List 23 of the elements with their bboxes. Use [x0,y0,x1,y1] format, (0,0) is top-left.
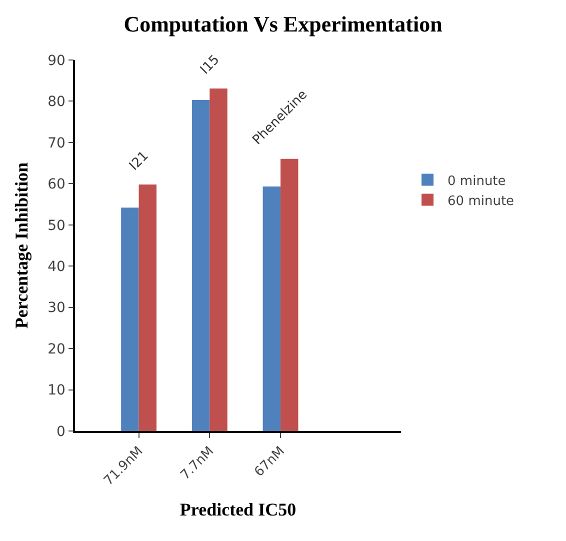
y-tick-label: 60 [48,176,66,193]
chart-title: Computation Vs Experimentation [124,12,442,37]
bar [121,208,139,431]
y-tick-label: 0 [56,424,66,440]
bar [210,88,228,431]
bar [138,184,156,431]
legend-label: 0 minute [448,174,506,189]
y-tick-label: 70 [48,135,66,152]
y-tick-label: 50 [48,218,66,234]
y-tick-label: 80 [48,94,66,110]
y-tick-label: 40 [48,259,66,276]
annotation: I15 [198,52,223,78]
y-tick-label: 30 [48,300,66,316]
y-tick-label: 90 [48,52,66,69]
y-axis-title: Percentage Inhibition [11,162,32,329]
bar [192,100,210,431]
y-tick-label: 20 [48,341,66,358]
legend-label: 60 minute [448,194,514,209]
annotation: I21 [126,148,152,174]
y-tick-label: 10 [48,382,66,399]
bar [280,158,298,431]
x-axis-title: Predicted IC50 [180,499,296,520]
bar [262,186,281,431]
